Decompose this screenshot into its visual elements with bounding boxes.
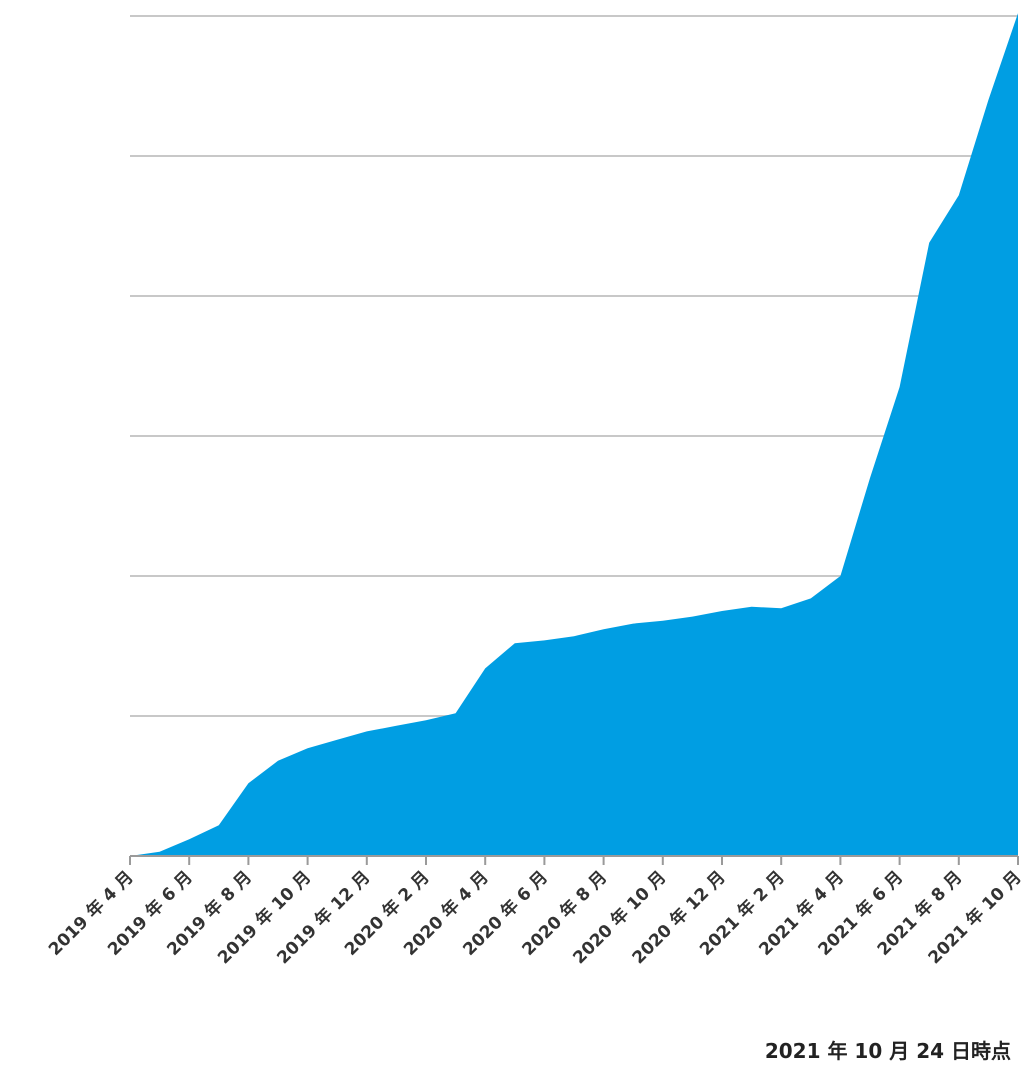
as-of-date-note: 2021 年 10 月 24 日時点: [764, 1039, 1011, 1063]
series-area: [130, 13, 1018, 856]
